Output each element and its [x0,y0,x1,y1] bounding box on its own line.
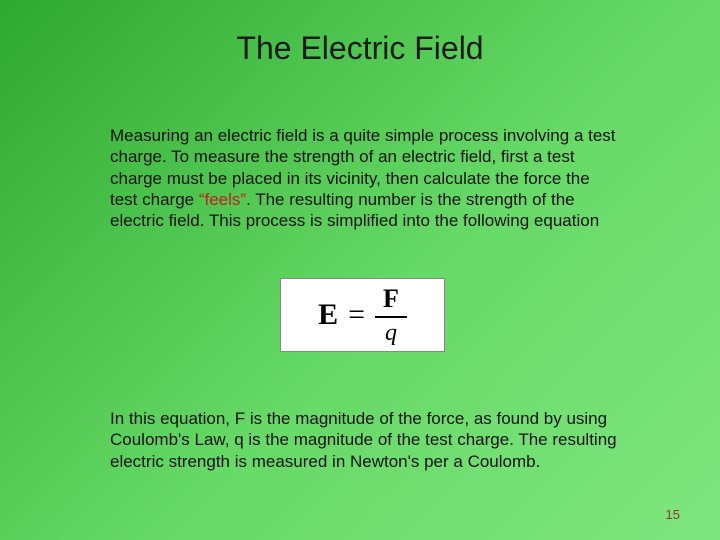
equation-fraction: F q [375,284,407,347]
equation-denominator: q [385,318,397,347]
explanation-paragraph: In this equation, F is the magnitude of … [110,408,630,472]
slide: The Electric Field Measuring an electric… [0,0,720,540]
equation-image: E = F q [280,278,445,352]
slide-title: The Electric Field [0,30,720,67]
equation-numerator: F [375,284,407,316]
equation: E = F q [318,284,407,347]
equation-lhs: E [318,298,338,332]
page-number: 15 [666,507,680,522]
feels-highlight: “feels” [199,190,246,209]
equation-equals: = [348,298,365,332]
intro-paragraph: Measuring an electric field is a quite s… [110,125,620,231]
